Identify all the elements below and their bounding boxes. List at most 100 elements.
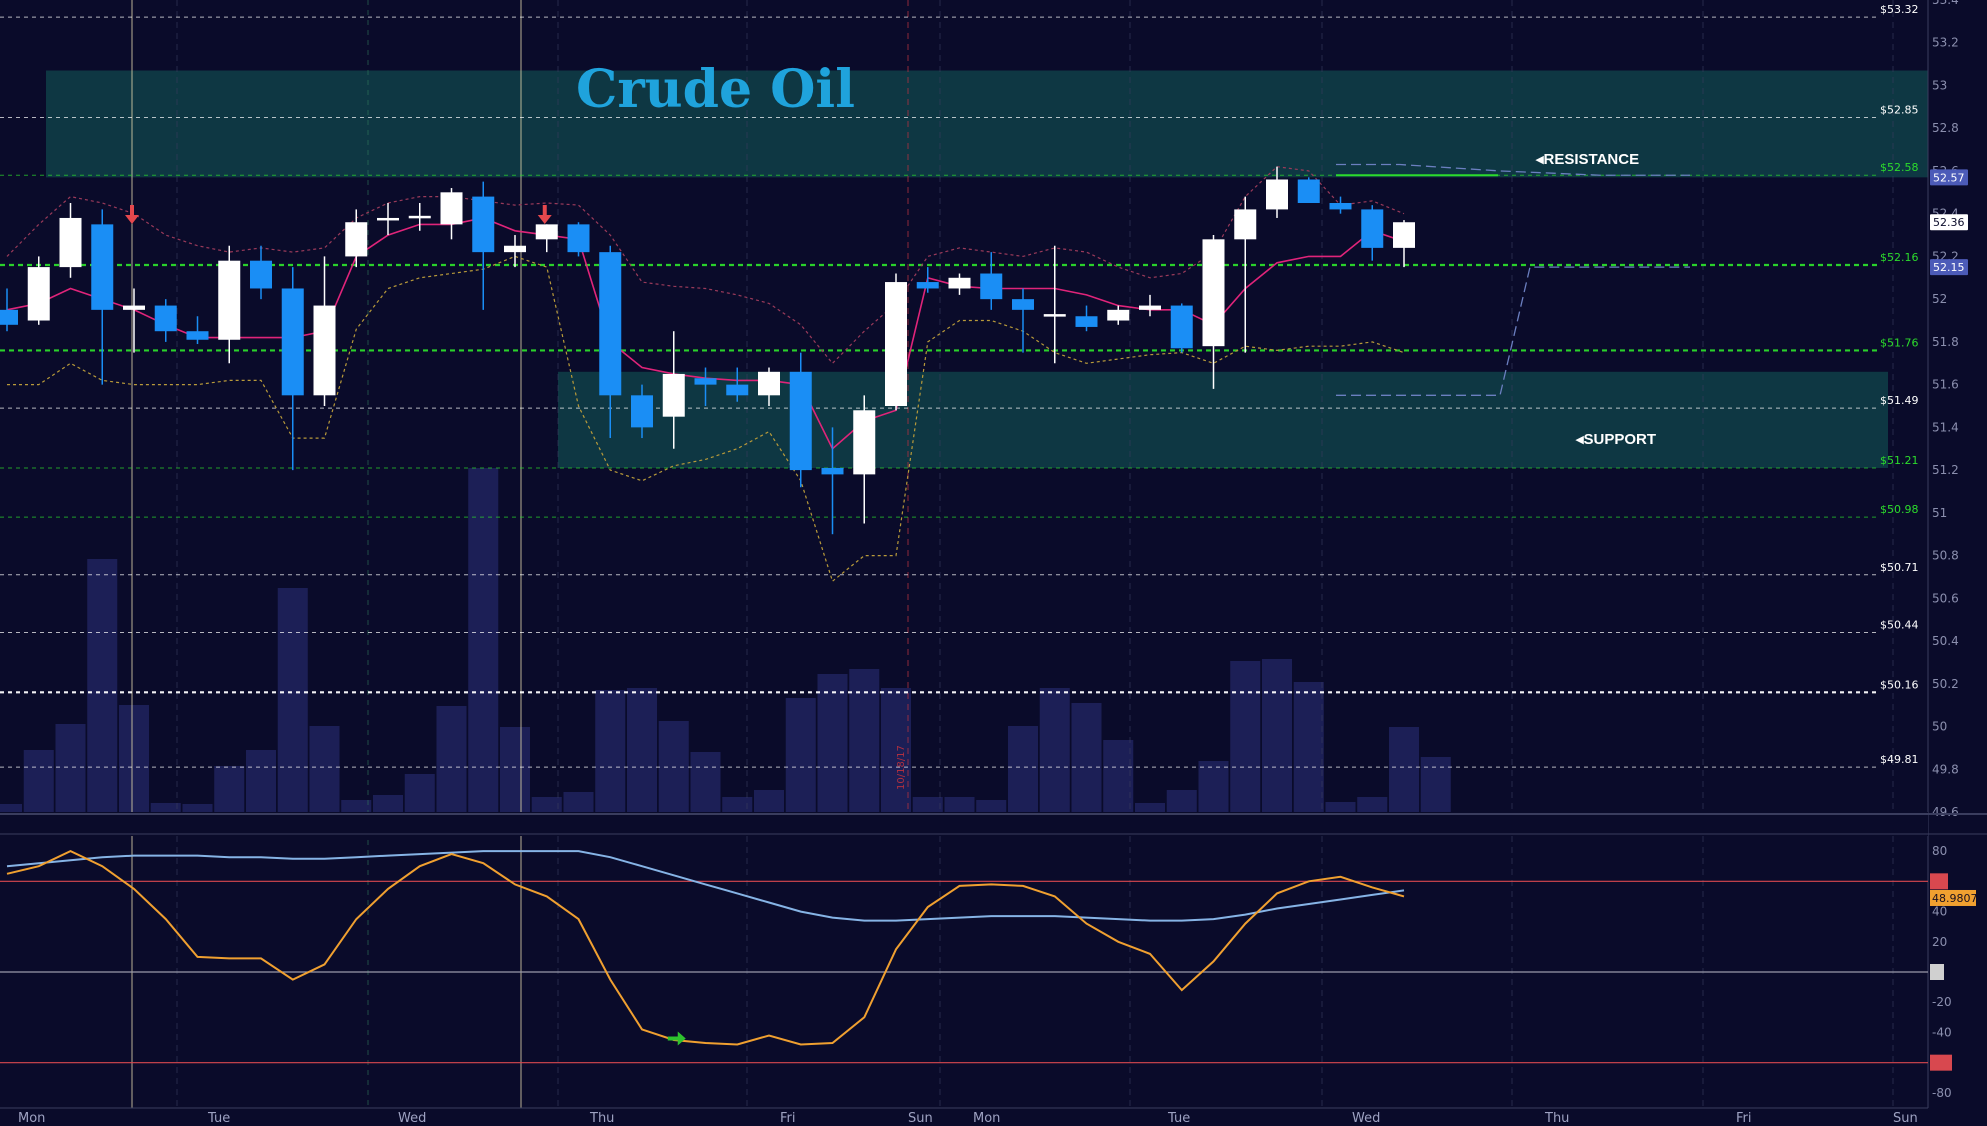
volume-bar — [722, 797, 753, 812]
day-label: Tue — [1167, 1111, 1190, 1126]
volume-bar — [1293, 682, 1324, 812]
candle-body — [1202, 239, 1225, 347]
level-label: $52.85 — [1880, 104, 1919, 117]
candle-body — [1043, 314, 1066, 317]
stoch-tick-label: 80 — [1932, 844, 1947, 858]
day-label: Mon — [973, 1111, 1000, 1126]
down-arrow-icon — [125, 205, 139, 224]
volume-bar — [817, 674, 848, 812]
grid-lines — [131, 0, 1894, 1108]
level-label: $51.21 — [1880, 454, 1919, 467]
price-levels: $53.32 $52.85 $52.58 $52.16 $51.76 $51.49 $51.… — [0, 3, 1919, 768]
volume-bar — [277, 588, 308, 812]
day-label: Thu — [589, 1111, 614, 1126]
price-tick-label: 51.4 — [1932, 420, 1959, 434]
envelope-upper-line — [6, 166, 1405, 365]
zone-resistance — [46, 70, 1928, 178]
candle-body — [408, 215, 431, 219]
candle-body — [1170, 305, 1193, 349]
price-tick-label: 50.2 — [1932, 677, 1959, 691]
zero-tag — [1930, 964, 1944, 980]
volume-bar — [944, 797, 975, 812]
volume-bar — [468, 468, 499, 812]
volume-bar — [341, 800, 372, 812]
volume-bar — [1166, 790, 1197, 812]
day-axis: Mon Tue Wed Thu Fri Sun Mon Tue Wed Thu Fri Sun — [18, 1111, 1918, 1126]
day-label: Fri — [1736, 1111, 1752, 1126]
candle-body — [1075, 316, 1098, 327]
candle-body — [186, 331, 209, 340]
volume-bar — [1135, 803, 1165, 812]
price-tick-label: 53.4 — [1932, 0, 1959, 7]
day-label: Mon — [18, 1111, 45, 1126]
stoch-tick-label: -40 — [1932, 1025, 1952, 1039]
volume-bar — [404, 774, 435, 812]
candle-body — [726, 384, 749, 396]
candle-body — [59, 217, 82, 268]
chart-title: Crude Oil — [576, 59, 855, 120]
level-label: $51.49 — [1880, 394, 1919, 407]
candle-body — [694, 378, 717, 385]
candle-body — [853, 410, 876, 475]
volume-bar — [1262, 659, 1292, 812]
volume-bar — [1420, 757, 1451, 812]
volume-bar — [627, 688, 657, 812]
candle-body — [916, 282, 939, 289]
candle-body — [758, 371, 780, 396]
volume-bar — [785, 698, 816, 812]
candle-body — [123, 305, 145, 310]
price-tag — [1930, 259, 1968, 276]
candle-body — [1012, 299, 1034, 310]
volume-bar — [531, 797, 562, 812]
candle-body — [1107, 309, 1130, 321]
volume-bar — [1389, 727, 1419, 812]
price-tick-label: 49.6 — [1932, 805, 1959, 819]
price-tag-label: 52.15 — [1933, 261, 1965, 274]
candle-body — [789, 371, 812, 471]
event-date-label: 10/18/17 — [896, 745, 907, 790]
volume-bar — [214, 766, 245, 812]
candle-body — [1393, 222, 1415, 248]
level-label: $52.16 — [1880, 251, 1919, 264]
volume-bar — [1325, 802, 1356, 812]
candle-body — [1361, 209, 1384, 248]
volume-bar — [500, 727, 530, 812]
volume-bar — [595, 690, 626, 812]
volume-bar — [1103, 740, 1134, 812]
price-tick-label: 50.8 — [1932, 549, 1959, 563]
resistance-label: ◂RESISTANCE — [1535, 151, 1639, 168]
candle-body — [567, 224, 590, 253]
candle-body — [440, 192, 463, 225]
volume-bar — [0, 804, 22, 812]
level-label: $53.32 — [1880, 3, 1919, 16]
price-tick-label: 51.6 — [1932, 378, 1959, 392]
candle-body — [504, 245, 526, 253]
candle-body — [1329, 203, 1352, 210]
band-tag — [1930, 873, 1948, 890]
volume-bar — [87, 559, 118, 812]
day-label: Fri — [780, 1111, 796, 1126]
volume-bar — [150, 803, 181, 812]
price-tick-label: 53 — [1932, 78, 1947, 92]
candle-body — [281, 288, 304, 396]
level-label: $50.44 — [1880, 619, 1919, 632]
price-tick-label: 52.8 — [1932, 121, 1959, 135]
price-tag — [1930, 169, 1968, 186]
resistance-projection-line — [1336, 163, 1690, 176]
level-label: $50.98 — [1880, 503, 1919, 516]
stoch-tick-label: 40 — [1932, 905, 1947, 919]
stoch-tick-label: -80 — [1932, 1086, 1952, 1100]
volume-bar — [1357, 797, 1388, 812]
candle-body — [821, 467, 844, 475]
support-label: ◂SUPPORT — [1575, 431, 1656, 448]
price-tick-label: 51.2 — [1932, 463, 1959, 477]
candle-body — [948, 277, 971, 289]
volume-bar — [246, 750, 276, 812]
volume-bar — [182, 804, 213, 812]
price-tag — [1930, 214, 1968, 231]
volume-bar — [881, 688, 911, 812]
candle-body — [27, 267, 50, 321]
